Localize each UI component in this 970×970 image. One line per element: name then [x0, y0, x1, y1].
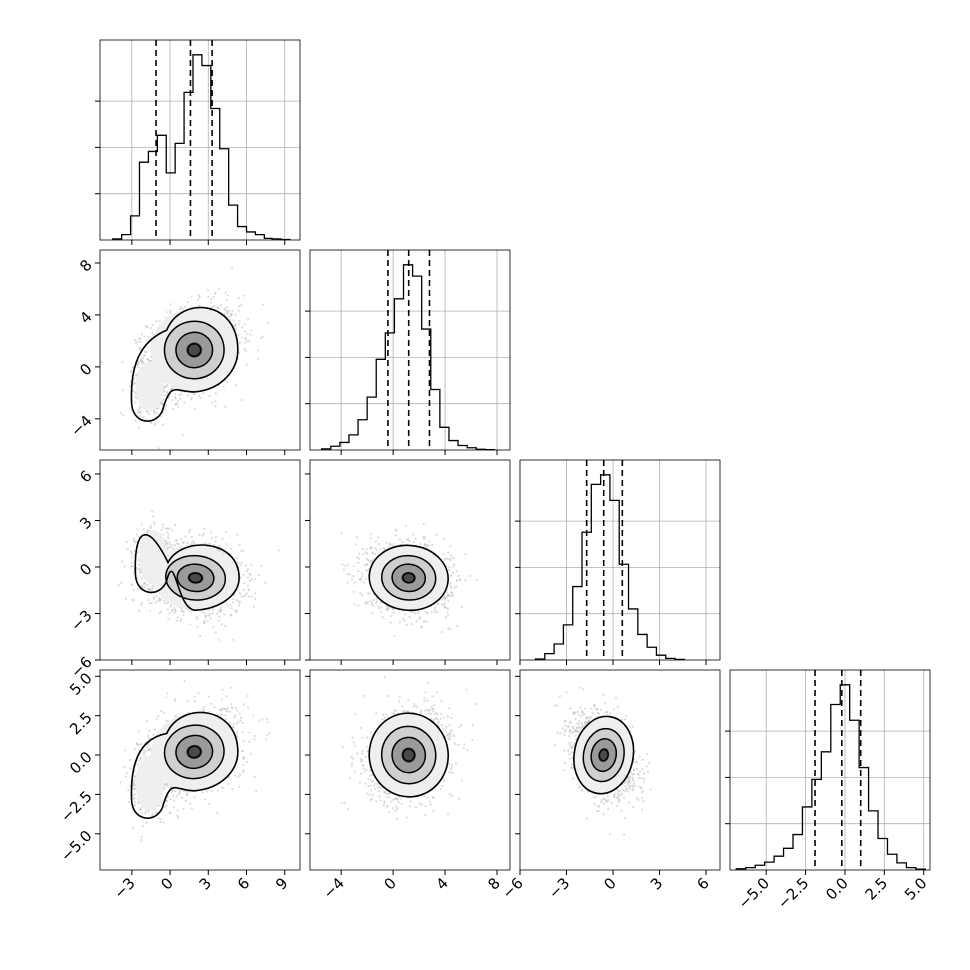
contour-line [380, 725, 437, 785]
histogram-step [534, 474, 685, 661]
x-tick-label: −3 [545, 874, 573, 902]
x-tick-label: 3 [196, 874, 215, 893]
contour-line [175, 331, 214, 369]
contour-line [165, 554, 227, 601]
contour-line [187, 745, 202, 759]
contour-line [391, 736, 427, 774]
histogram-panel-3 [725, 669, 931, 871]
y-tick-label: −3 [67, 606, 95, 634]
x-tick-label: 0 [380, 874, 399, 893]
contour-line [175, 734, 214, 770]
y-tick-label: 5.0 [66, 669, 96, 699]
x-tick-label: −6 [498, 874, 526, 902]
contour-outer [130, 306, 239, 422]
y-tick-label: −2.5 [57, 787, 95, 825]
axes-frame [309, 459, 511, 661]
x-tick-label: 4 [432, 874, 451, 893]
x-tick-label: 0.0 [822, 874, 852, 904]
y-tick-label: 8 [76, 256, 95, 275]
y-tick-label: −5.0 [57, 827, 95, 865]
x-tick-label: −4 [320, 874, 348, 902]
y-tick-label: 3 [76, 513, 95, 532]
contour-line [402, 572, 416, 584]
pair-panel-0-1 [100, 266, 269, 450]
contour-outer [134, 534, 240, 612]
y-tick-label: 2.5 [66, 709, 96, 739]
y-tick-label: 4 [76, 308, 95, 327]
contour-line [163, 724, 225, 780]
axes-frame [309, 249, 511, 451]
contour-line [380, 554, 437, 601]
pair-panel-2-3 [554, 686, 652, 836]
axes-frame [99, 669, 301, 871]
contour-line [176, 563, 215, 593]
contour-line [590, 738, 618, 773]
contour-line [163, 320, 225, 380]
x-tick-label: 0 [157, 874, 176, 893]
x-tick-label: 6 [693, 874, 712, 893]
contour-line [402, 748, 416, 762]
axes-frame [99, 39, 301, 241]
y-tick-label: −4 [67, 412, 95, 440]
contour-outer [368, 712, 450, 798]
histogram-panel-2 [515, 459, 721, 661]
x-tick-label: −5.0 [735, 874, 773, 912]
pair-panel-0-2 [117, 510, 280, 641]
axes-frame [519, 459, 721, 661]
contour-outer [130, 711, 239, 819]
x-tick-label: 6 [234, 874, 253, 893]
axes-frame [99, 459, 301, 661]
axes-frame [309, 669, 511, 871]
contour-line [188, 572, 203, 584]
histogram-panel-1 [305, 249, 511, 451]
axes-frame [99, 249, 301, 451]
axes-frame [519, 669, 721, 871]
pair-panel-1-3 [340, 675, 477, 820]
x-tick-label: −3 [110, 874, 138, 902]
y-tick-label: 6 [76, 467, 95, 486]
contour-line [582, 727, 625, 783]
contour-line [187, 343, 202, 357]
y-tick-label: 0 [76, 360, 95, 379]
x-tick-label: 9 [272, 874, 291, 893]
axes-frame [729, 669, 931, 871]
contour-line [598, 748, 609, 762]
pair-panel-0-3 [119, 679, 271, 842]
x-tick-label: 2.5 [862, 874, 892, 904]
x-tick-label: 5.0 [901, 874, 931, 904]
y-tick-label: 0 [76, 560, 95, 579]
contour-outer [368, 544, 449, 612]
contour-outer [573, 715, 635, 795]
pair-panel-1-2 [340, 522, 478, 637]
contour-line [391, 563, 427, 593]
x-tick-label: 0 [600, 874, 619, 893]
y-tick-label: 0.0 [66, 748, 96, 778]
density-tail [135, 361, 164, 412]
histogram-step [735, 684, 926, 870]
x-tick-label: 3 [647, 874, 666, 893]
x-tick-label: −2.5 [774, 874, 812, 912]
histogram-panel-0 [95, 39, 301, 241]
histogram-step [112, 54, 291, 241]
